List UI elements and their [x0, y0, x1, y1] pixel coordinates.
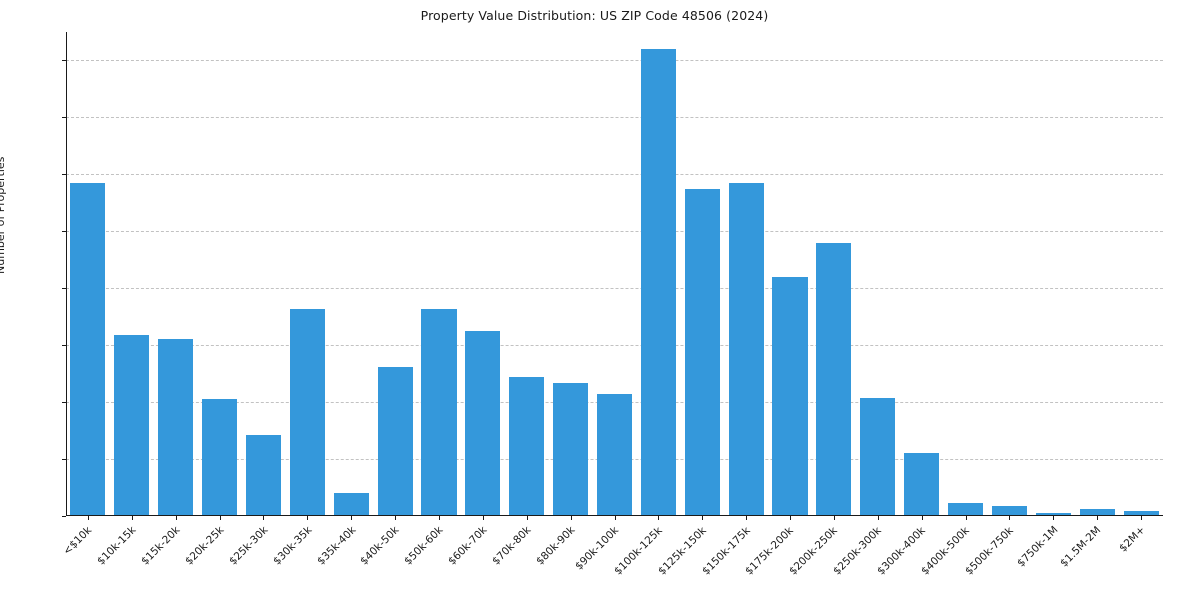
x-tick-mark [658, 516, 660, 520]
bar [1123, 510, 1159, 516]
x-tick-mark [702, 516, 704, 520]
x-tick-mark [526, 516, 528, 520]
x-tick-mark [1009, 516, 1011, 520]
x-tick-label: $35k-40k [314, 523, 358, 568]
bar [377, 366, 413, 516]
y-tick-mark [62, 345, 66, 347]
x-tick-mark [175, 516, 177, 520]
x-tick-label: $10k-15k [95, 523, 139, 568]
bar [772, 276, 808, 516]
gridline [66, 231, 1163, 233]
x-tick-label: $70k-80k [490, 523, 534, 568]
bar [684, 188, 720, 516]
x-tick-label: $2M+ [1117, 523, 1148, 555]
bar [289, 308, 325, 516]
bar [1079, 509, 1115, 516]
gridline [66, 288, 1163, 290]
chart-title: Property Value Distribution: US ZIP Code… [420, 8, 769, 23]
bar [465, 330, 501, 516]
bar [202, 398, 238, 516]
bar [596, 393, 633, 516]
x-tick-mark [482, 516, 484, 520]
x-tick-mark [131, 516, 133, 520]
y-tick-mark [62, 60, 66, 62]
x-tick-label: $50k-60k [402, 523, 446, 568]
x-tick-mark [921, 516, 923, 520]
x-tick-label: $90k-100k [572, 523, 622, 573]
bar [991, 506, 1027, 516]
bar [1035, 513, 1071, 516]
x-tick-label: $60k-70k [446, 523, 490, 568]
y-tick-mark [62, 117, 66, 119]
x-tick-label: $25k-30k [226, 523, 271, 568]
y-axis-spine [66, 32, 67, 516]
bar [860, 397, 896, 516]
y-tick-mark [62, 174, 66, 176]
bar [333, 492, 369, 516]
x-tick-mark [307, 516, 309, 520]
gridline [66, 60, 1163, 62]
x-tick-mark [1097, 516, 1099, 520]
bar [904, 452, 940, 516]
y-axis-label: Number of Properties [0, 156, 7, 274]
x-tick-label: $40k-50k [358, 523, 402, 568]
x-tick-label: $1.5M-2M [1058, 524, 1104, 570]
x-tick-mark [87, 516, 89, 520]
bar [114, 334, 150, 516]
x-tick-label: <$10k [61, 524, 95, 558]
y-tick-mark [62, 288, 66, 290]
x-tick-label: $20k-25k [182, 523, 227, 568]
bar [728, 182, 764, 516]
x-tick-mark [614, 516, 616, 520]
bar [421, 308, 457, 516]
x-tick-mark [790, 516, 792, 520]
bar [553, 382, 589, 516]
bar [640, 49, 676, 516]
y-tick-mark [62, 231, 66, 233]
x-tick-mark [833, 516, 835, 520]
x-tick-mark [965, 516, 967, 520]
bar [70, 182, 106, 516]
x-tick-mark [746, 516, 748, 520]
x-axis-spine [66, 515, 1163, 516]
y-tick-mark [62, 402, 66, 404]
plot-area: <$10k $10k-15k $15k-20k $20k-25k $25k-30k $30… [61, 32, 1163, 577]
gridline [66, 174, 1163, 176]
y-tick-mark [62, 459, 66, 461]
x-tick-mark [395, 516, 397, 520]
x-tick-label: $750k-1M [1014, 523, 1061, 570]
x-tick-mark [1053, 516, 1055, 520]
gridline [66, 117, 1163, 119]
x-tick-mark [438, 516, 440, 520]
x-tick-mark [570, 516, 572, 520]
x-tick-mark [351, 516, 353, 520]
bar [158, 339, 194, 516]
bar [245, 434, 281, 516]
bar [947, 503, 984, 516]
gridline [66, 345, 1163, 347]
x-tick-mark [219, 516, 221, 520]
x-tick-label: $80k-90k [533, 523, 578, 568]
x-tick-mark [263, 516, 265, 520]
y-tick-mark [62, 516, 66, 517]
x-tick-label: $15k-20k [139, 523, 183, 568]
bar [509, 376, 545, 516]
bar [816, 243, 852, 516]
x-tick-mark [877, 516, 879, 520]
x-tick-mark [1141, 516, 1143, 520]
x-tick-label: $30k-35k [270, 523, 315, 568]
